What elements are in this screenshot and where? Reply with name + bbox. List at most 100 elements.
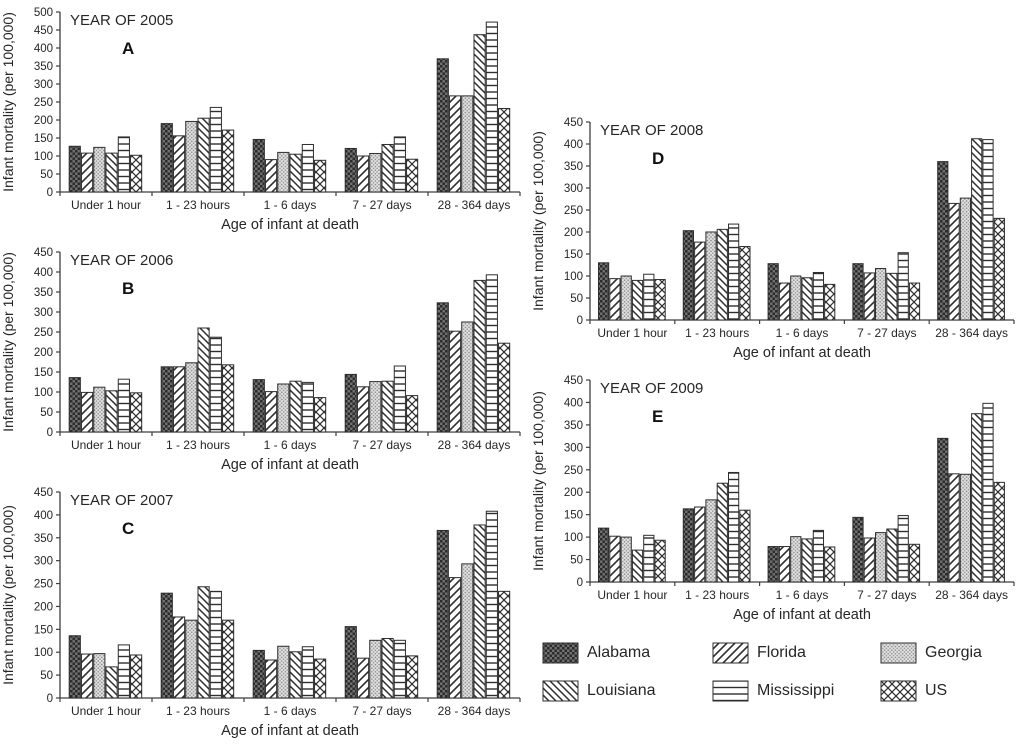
bar-us — [314, 397, 327, 433]
y-tick-label: 0 — [47, 187, 53, 199]
x-tick-label: 7 - 27 days — [857, 588, 916, 602]
bar-mississippi — [812, 271, 825, 321]
bar-florida — [172, 616, 186, 699]
bar-alabama — [937, 161, 949, 321]
bar-georgia — [874, 532, 887, 583]
x-axis-label: Age of infant at death — [733, 345, 871, 361]
panel-letter: B — [122, 279, 134, 298]
bar-florida — [448, 330, 462, 433]
legend: Alabama Florida Georgia Louisiana Missis… — [542, 634, 1012, 720]
bar-louisiana — [381, 143, 394, 193]
bar-mississippi — [728, 471, 740, 583]
bar-florida — [778, 282, 791, 321]
x-tick-label: 28 - 364 days — [438, 704, 511, 718]
bar-alabama — [937, 437, 949, 583]
bar-chart-svg: 0 50 100 150 200 250 300 350 400 450 Under 1 hour 1… — [530, 117, 1015, 361]
bar-us — [739, 509, 751, 583]
legend-entry-georgia: Georgia — [880, 642, 1012, 664]
x-axis-label: Age of infant at death — [221, 723, 359, 739]
bar-us — [654, 279, 666, 321]
y-tick-label: 100 — [564, 532, 583, 544]
bar-mississippi — [301, 143, 314, 193]
bar-us — [824, 283, 836, 321]
bar-chart-svg: 0 50 100 150 200 250 300 350 400 450 Under 1 hour 1… — [0, 247, 521, 473]
bar-mississippi — [393, 365, 406, 433]
bar-mississippi — [209, 106, 222, 193]
bar-georgia — [705, 499, 717, 583]
x-tick-label: Under 1 hour — [71, 198, 141, 212]
bar-georgia — [93, 653, 106, 699]
bar-us — [993, 481, 1005, 583]
legend-label: Mississippi — [757, 682, 835, 699]
y-tick-label: 450 — [34, 487, 53, 499]
x-tick-label: 28 - 364 days — [438, 198, 511, 212]
x-tick-label: 1 - 23 hours — [166, 198, 230, 212]
x-tick-label: 28 - 364 days — [935, 588, 1008, 602]
bar-mississippi — [117, 378, 130, 433]
y-tick-label: 300 — [34, 307, 53, 319]
bar-alabama — [436, 58, 449, 193]
bar-mississippi — [897, 515, 909, 583]
y-tick-label: 450 — [564, 117, 583, 129]
bar-alabama — [252, 649, 265, 699]
bar-florida — [694, 241, 706, 321]
bar-georgia — [959, 197, 972, 321]
bar-louisiana — [105, 390, 118, 433]
y-tick-label: 250 — [34, 97, 53, 109]
bar-louisiana — [971, 138, 983, 321]
bar-alabama — [160, 366, 173, 433]
legend-entry-alabama: Alabama — [542, 642, 712, 664]
x-tick-label: 1 - 6 days — [264, 198, 317, 212]
y-axis-label: Infant mortality (per 100,000) — [0, 12, 16, 192]
bar-us — [222, 619, 235, 699]
panel-letter: A — [122, 39, 134, 58]
bar-alabama — [344, 626, 357, 699]
bar-georgia — [790, 275, 802, 321]
y-tick-label: 350 — [564, 420, 583, 432]
bar-alabama — [767, 263, 779, 321]
y-tick-label: 0 — [577, 577, 583, 589]
panel-e-chart: 0 50 100 150 200 250 300 350 400 450 Under 1 hour 1… — [530, 368, 1024, 630]
bar-alabama — [436, 529, 449, 699]
bar-alabama — [852, 263, 864, 321]
bar-florida — [948, 473, 960, 583]
bar-us — [222, 364, 235, 433]
x-tick-label: 1 - 23 hours — [685, 588, 749, 602]
y-tick-label: 150 — [34, 624, 53, 636]
bar-louisiana — [289, 651, 302, 699]
bar-florida — [264, 391, 278, 433]
bar-florida — [264, 159, 278, 193]
bar-louisiana — [716, 482, 728, 583]
y-tick-label: 400 — [564, 139, 583, 151]
bar-alabama — [68, 635, 81, 699]
bar-us — [406, 158, 419, 193]
bar-mississippi — [643, 534, 655, 583]
x-tick-label: Under 1 hour — [597, 326, 667, 340]
bar-mississippi — [117, 644, 130, 699]
bar-us — [824, 546, 836, 583]
bar-us — [314, 159, 327, 193]
legend-label: Georgia — [925, 644, 982, 661]
bar-alabama — [597, 262, 610, 321]
y-tick-label: 350 — [564, 161, 583, 173]
bar-louisiana — [381, 637, 394, 699]
y-tick-label: 0 — [577, 315, 583, 327]
y-tick-label: 350 — [34, 287, 53, 299]
bar-florida — [356, 386, 370, 433]
y-axis-label: Infant mortality (per 100,000) — [0, 252, 16, 432]
bar-florida — [948, 202, 960, 321]
y-tick-label: 200 — [564, 227, 583, 239]
y-tick-label: 450 — [34, 247, 53, 259]
bar-georgia — [790, 536, 802, 583]
bar-mississippi — [485, 274, 498, 433]
bar-alabama — [852, 516, 864, 583]
bar-georgia — [620, 275, 632, 321]
y-tick-label: 200 — [564, 487, 583, 499]
bar-florida — [264, 659, 278, 699]
bar-mississippi — [897, 252, 909, 321]
bar-alabama — [160, 592, 173, 699]
x-tick-label: 28 - 364 days — [935, 326, 1008, 340]
us-swatch-icon — [880, 680, 917, 702]
bar-mississippi — [982, 139, 994, 321]
bar-alabama — [436, 302, 449, 433]
